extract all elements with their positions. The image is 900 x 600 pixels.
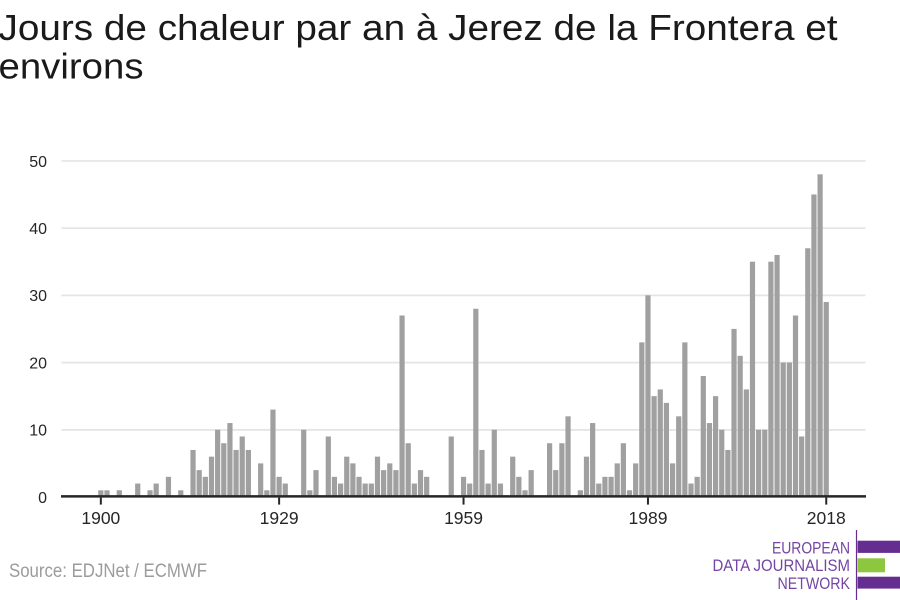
svg-text:10: 10: [29, 423, 47, 440]
svg-text:Jours de chaleur par an à Jere: Jours de chaleur par an à Jerez de la Fr…: [0, 7, 838, 48]
svg-text:0: 0: [38, 490, 47, 507]
svg-text:50: 50: [29, 154, 47, 171]
svg-text:40: 40: [29, 221, 47, 238]
svg-text:NETWORK: NETWORK: [778, 574, 851, 593]
svg-text:1929: 1929: [260, 508, 299, 528]
svg-text:environs: environs: [0, 46, 144, 87]
svg-text:DATA JOURNALISM: DATA JOURNALISM: [713, 556, 851, 575]
svg-text:2018: 2018: [807, 508, 846, 528]
svg-text:1900: 1900: [81, 508, 120, 528]
svg-text:1989: 1989: [629, 508, 668, 528]
svg-text:EUROPEAN: EUROPEAN: [772, 539, 850, 558]
svg-text:30: 30: [29, 288, 47, 305]
svg-text:20: 20: [29, 355, 47, 372]
svg-text:1959: 1959: [444, 508, 483, 528]
svg-text:Source: EDJNet / ECMWF: Source: EDJNet / ECMWF: [9, 561, 207, 582]
